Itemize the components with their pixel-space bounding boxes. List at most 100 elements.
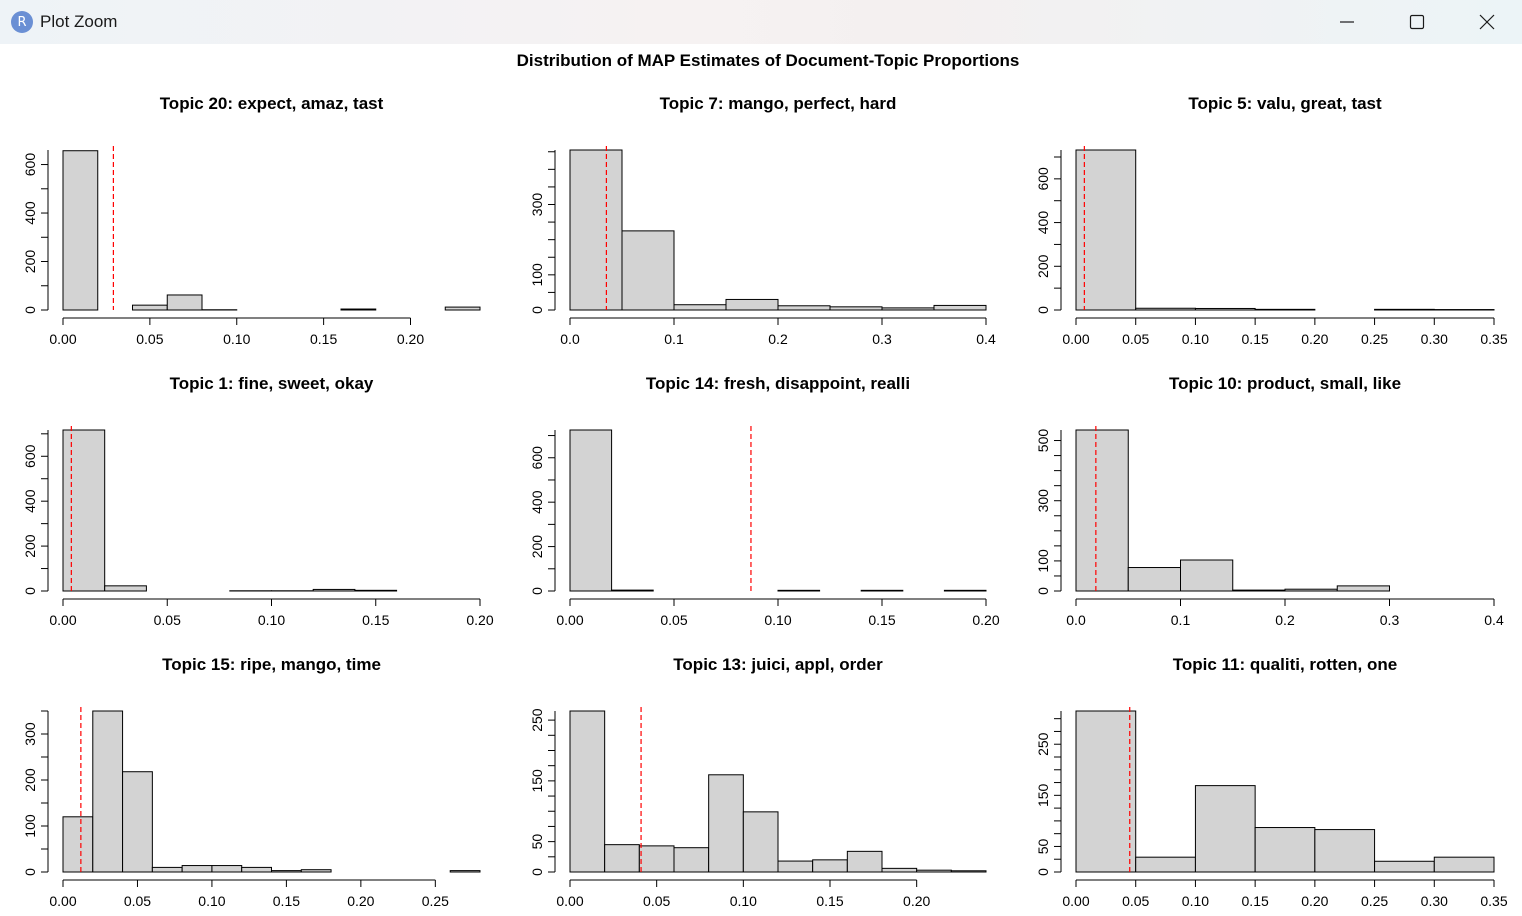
histogram-bar — [725, 298, 779, 311]
y-tick-label: 0 — [1035, 868, 1051, 876]
histogram-bar — [62, 816, 94, 873]
y-tick-label: 0 — [529, 868, 545, 876]
y-tick-label: 150 — [529, 769, 545, 793]
histogram-bar — [1433, 856, 1495, 873]
y-tick-label: 500 — [1035, 429, 1051, 453]
histogram-bar — [151, 866, 183, 873]
x-tick-label: 0.25 — [1361, 331, 1388, 347]
histogram-figure: Distribution of MAP Estimates of Documen… — [22, 51, 1508, 909]
histogram-bar — [62, 150, 99, 311]
y-tick-label: 0 — [529, 306, 545, 314]
x-tick-label: 0.05 — [660, 612, 687, 628]
x-tick-label: 0.00 — [1062, 893, 1089, 909]
histogram-bar — [1194, 785, 1256, 873]
close-button[interactable] — [1452, 0, 1522, 44]
x-axis: 0.00 0.05 0.10 0.15 0.20 — [49, 598, 494, 628]
panel-title: Topic 5: valu, great, tast — [1188, 94, 1382, 113]
histogram-bar — [846, 850, 883, 873]
y-axis: 0 100 300 — [529, 150, 556, 314]
histogram-bar — [1374, 860, 1435, 873]
y-axis: 0 200 400 600 — [1035, 150, 1062, 314]
panel-title: Topic 10: product, small, like — [1169, 374, 1401, 393]
x-tick-label: 0.1 — [1171, 612, 1191, 628]
histogram-bar — [1254, 827, 1316, 873]
x-tick-label: 0.05 — [154, 612, 181, 628]
histogram-bar — [916, 869, 952, 873]
y-tick-label: 0 — [529, 587, 545, 595]
histogram-bar — [354, 589, 398, 592]
x-tick-label: 0.00 — [556, 893, 583, 909]
minimize-icon — [1340, 21, 1354, 23]
x-tick-label: 0.15 — [1242, 331, 1269, 347]
minimize-button[interactable] — [1312, 0, 1382, 44]
x-tick-label: 0.30 — [1421, 893, 1448, 909]
r-app-icon: R — [11, 11, 33, 33]
plot-canvas: Distribution of MAP Estimates of Documen… — [0, 44, 1522, 916]
y-tick-label: 400 — [1035, 211, 1051, 235]
y-tick-label: 0 — [22, 868, 38, 876]
y-tick-label: 150 — [1035, 783, 1051, 807]
x-tick-label: 0.00 — [556, 612, 583, 628]
histogram-bar — [132, 304, 168, 311]
close-icon — [1479, 14, 1495, 30]
y-tick-label: 0 — [22, 587, 38, 595]
x-tick-label: 0.35 — [1480, 331, 1507, 347]
x-tick-label: 0.15 — [362, 612, 389, 628]
y-tick-label: 0 — [22, 306, 38, 314]
y-tick-label: 300 — [529, 193, 545, 217]
histogram-bar — [444, 306, 481, 311]
histogram-bar — [777, 589, 821, 592]
x-tick-label: 0.05 — [1122, 331, 1149, 347]
x-tick-label: 0.10 — [258, 612, 285, 628]
x-tick-label: 0.0 — [560, 331, 580, 347]
window-titlebar: R Plot Zoom — [0, 0, 1522, 44]
y-tick-label: 250 — [1035, 732, 1051, 756]
x-tick-label: 0.15 — [1242, 893, 1269, 909]
histogram-bar — [1135, 856, 1196, 873]
histogram-bar — [122, 771, 153, 873]
histogram-bar — [1284, 588, 1338, 592]
histogram-bar — [673, 847, 710, 873]
histogram-bar — [933, 304, 987, 311]
y-tick-label: 400 — [529, 490, 545, 514]
x-tick-label: 0.15 — [273, 893, 300, 909]
x-tick-label: 0.3 — [872, 331, 892, 347]
x-tick-label: 0.10 — [223, 331, 250, 347]
x-tick-label: 0.00 — [49, 893, 76, 909]
histogram-bar — [950, 870, 987, 873]
histogram-bar — [1127, 567, 1181, 592]
x-tick-label: 0.4 — [976, 331, 996, 347]
histogram-bar — [881, 307, 935, 311]
histogram-bar — [621, 230, 675, 311]
maximize-button[interactable] — [1382, 0, 1452, 44]
x-tick-label: 0.20 — [972, 612, 999, 628]
x-tick-label: 0.20 — [397, 331, 424, 347]
x-axis: 0.00 0.05 0.10 0.15 0.20 0.25 0.30 0.35 — [1062, 879, 1508, 909]
window-controls — [1312, 0, 1522, 44]
y-tick-label: 100 — [1035, 549, 1051, 573]
y-tick-label: 600 — [1035, 167, 1051, 191]
histogram-bar — [860, 589, 904, 592]
histogram-bar — [829, 306, 883, 311]
histogram-bar — [340, 308, 377, 311]
x-tick-label: 0.15 — [868, 612, 895, 628]
x-tick-label: 0.10 — [730, 893, 757, 909]
histogram-bar — [708, 774, 744, 873]
x-tick-label: 0.00 — [49, 612, 76, 628]
figure-title: Distribution of MAP Estimates of Documen… — [517, 51, 1020, 70]
histogram-bar — [1314, 829, 1376, 873]
y-tick-label: 200 — [22, 250, 38, 274]
x-tick-label: 0.2 — [768, 331, 788, 347]
x-tick-label: 0.35 — [1480, 893, 1507, 909]
y-tick-label: 600 — [22, 153, 38, 177]
x-axis: 0.0 0.1 0.2 0.3 0.4 — [560, 317, 996, 347]
histogram-bar — [104, 585, 147, 592]
x-axis: 0.00 0.05 0.10 0.15 0.20 — [556, 879, 931, 909]
histogram-bar — [777, 860, 814, 873]
x-tick-label: 0.10 — [198, 893, 225, 909]
x-tick-label: 0.2 — [1275, 612, 1295, 628]
x-tick-label: 0.30 — [1421, 331, 1448, 347]
